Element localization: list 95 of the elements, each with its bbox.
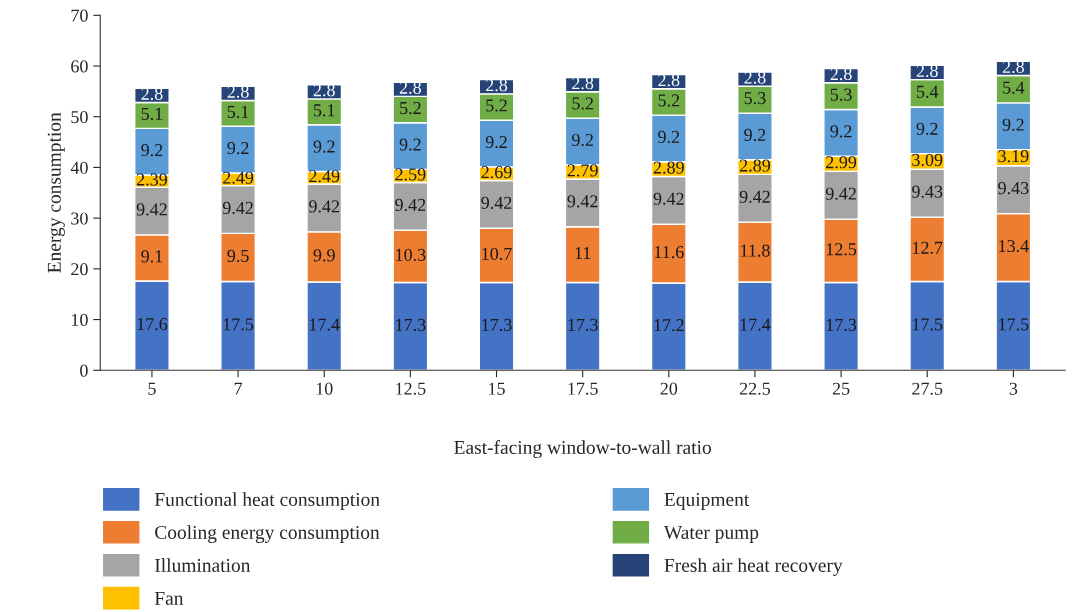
data-label: 9.42 (481, 196, 512, 209)
data-label: 5.2 (658, 94, 680, 107)
data-label: 3.09 (912, 153, 943, 167)
x-axis-title: East-facing window-to-wall ratio (454, 440, 711, 458)
data-label: 9.42 (653, 192, 684, 205)
data-label: 9.2 (313, 140, 335, 153)
data-label: 9.2 (227, 142, 249, 155)
data-label: 9.2 (571, 133, 593, 147)
data-label: 9.42 (309, 200, 340, 213)
legend-label: Fresh air heat recovery (664, 558, 843, 576)
data-label: 17.3 (482, 318, 512, 331)
data-label: 9.43 (998, 182, 1029, 195)
y-tick-label: 30 (71, 212, 88, 225)
data-label: 5.1 (313, 104, 335, 117)
data-label: 2.89 (653, 161, 684, 174)
data-label: 5.2 (486, 99, 507, 112)
y-tick-label: 60 (71, 60, 88, 73)
data-label: 9.1 (141, 250, 163, 263)
data-label: 5.1 (141, 107, 163, 120)
data-label: 11.8 (741, 244, 770, 257)
data-label: 9.5 (227, 249, 249, 263)
data-label: 2.49 (223, 171, 254, 184)
data-label: 17.4 (740, 318, 771, 331)
data-label: 9.42 (395, 198, 426, 212)
data-label: 9.2 (830, 125, 852, 138)
data-label: 9.2 (399, 138, 421, 151)
legend-label: Fan (154, 591, 184, 605)
data-label: 17.3 (826, 318, 857, 331)
data-label: 17.5 (999, 318, 1029, 331)
data-label: 17.3 (568, 318, 598, 331)
data-label: 5.1 (227, 105, 249, 118)
y-tick-label: 70 (71, 9, 88, 22)
data-label: 9.42 (825, 187, 856, 200)
data-label: 17.3 (396, 318, 426, 331)
x-tick-label: 25 (832, 382, 850, 395)
x-tick-label: 3 (1009, 382, 1018, 395)
data-label: 5.2 (572, 97, 593, 110)
data-label: 17.2 (654, 319, 684, 332)
data-label: 11.6 (654, 246, 684, 259)
data-label: 5.3 (744, 92, 766, 105)
data-label: 5.4 (1003, 81, 1025, 94)
data-label: 9.2 (744, 128, 766, 142)
data-label: 2.89 (739, 159, 771, 172)
data-label: 2.99 (826, 156, 857, 169)
data-label: 13.4 (999, 239, 1029, 253)
data-label: 2.59 (395, 168, 426, 181)
data-label: 17.5 (223, 318, 254, 331)
x-tick-label: 7 (234, 382, 243, 395)
data-label: 2.39 (136, 173, 167, 186)
y-tick-label: 20 (71, 263, 88, 276)
data-label: 5.4 (917, 85, 939, 98)
data-label: 9.42 (739, 190, 770, 203)
data-label: 5.3 (830, 88, 852, 101)
data-label: 17.5 (913, 318, 943, 331)
x-tick-label: 20 (660, 382, 678, 395)
data-label: 9.9 (313, 249, 335, 262)
data-label: 12.5 (826, 243, 857, 256)
data-label: 9.43 (912, 185, 943, 198)
data-label: 17.6 (137, 318, 168, 331)
data-label: 11 (575, 247, 591, 259)
data-label: 9.42 (222, 201, 253, 215)
data-label: 9.2 (1002, 118, 1024, 131)
y-tick-label: 10 (71, 313, 88, 326)
y-tick-label: 0 (80, 364, 88, 377)
y-axis-title: Energy consumption (47, 112, 65, 273)
x-tick-label: 15 (489, 382, 505, 395)
legend-label: Functional heat consumption (154, 492, 380, 510)
data-label: 2.79 (567, 164, 598, 177)
x-tick-label: 27.5 (912, 382, 943, 395)
data-label: 12.7 (913, 241, 943, 254)
data-label: 2.8 (744, 71, 766, 84)
x-tick-label: 10 (316, 382, 333, 395)
data-label: 9.2 (916, 122, 938, 135)
legend-label: Equipment (664, 492, 750, 510)
data-label: 9.2 (658, 130, 680, 144)
legend-label: Water pump (663, 526, 759, 543)
data-label: 2.69 (481, 166, 512, 179)
x-tick-label: 5 (148, 382, 156, 395)
x-tick-label: 17.5 (568, 382, 598, 395)
data-label: 9.2 (485, 135, 507, 149)
legend-label: Illumination (155, 558, 251, 572)
x-tick-label: 12.5 (396, 382, 426, 395)
data-label: 9.42 (567, 195, 598, 208)
data-label: 9.2 (141, 144, 163, 157)
data-label: 10.3 (396, 248, 426, 262)
data-label: 9.42 (136, 203, 167, 216)
data-label: 17.4 (310, 318, 340, 331)
data-label: 5.2 (400, 101, 421, 115)
data-label: 3.19 (998, 150, 1029, 163)
data-label: 2.49 (309, 170, 340, 183)
y-tick-label: 50 (71, 110, 88, 124)
x-tick-label: 22.5 (739, 382, 771, 395)
legend-label: Cooling energy consumption (155, 525, 380, 543)
data-label: 10.7 (482, 247, 512, 260)
y-tick-label: 40 (70, 161, 88, 174)
